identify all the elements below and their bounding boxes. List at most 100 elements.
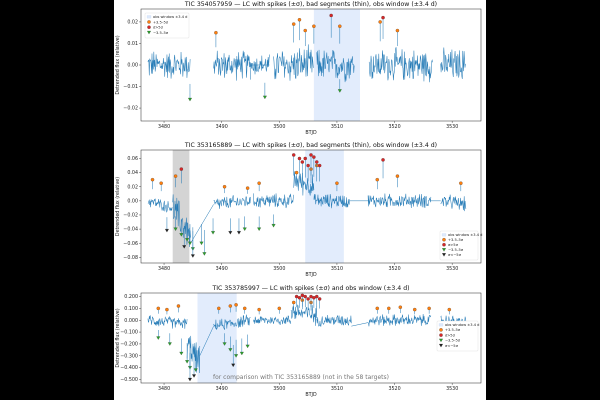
data-point [214,30,218,35]
data-point [303,156,307,161]
data-point [236,231,241,235]
data-point [257,227,262,231]
data-point [381,158,385,162]
legend-marker [147,20,151,24]
data-point [234,303,238,307]
data-point [300,160,305,164]
legend-label: σ>5σ [445,333,456,337]
x-tick-label: 3480 [158,266,170,272]
data-point [179,167,184,171]
y-tick-label: 0.100 [124,306,138,312]
data-point [228,231,233,235]
lc-segment [147,198,173,213]
lc-segment [213,314,251,330]
legend-label: obs window ±3.4 d [445,323,479,327]
data-point [312,296,316,300]
chart-title: TIC 354057959 — LC with spikes (±σ), bad… [184,1,437,8]
chart-svg: TIC 354057959 — LC with spikes (±σ), bad… [115,1,482,398]
legend: obs window ±3.4 d+3.5–5σ σ>5σ−3.5–5σ [144,12,190,39]
y-tick-label: −0.100 [120,330,138,336]
chart-panel-2: TIC 353165889 — LC with spikes (±σ), bad… [115,142,482,278]
data-point [271,224,276,228]
plot-frame [140,149,482,264]
y-axis-label: Detrended flux (relative) [115,308,121,367]
x-tick-label: 3490 [216,386,228,392]
data-point [185,360,190,364]
y-tick-label: −0.02 [123,213,138,219]
data-point [173,174,178,178]
data-point [185,238,190,242]
lc-segment [368,47,433,83]
lc-segment [316,49,355,83]
data-point [294,294,299,299]
data-point [315,294,319,299]
y-tick-label: −0.300 [120,353,138,359]
plot-frame [140,292,482,384]
data-point [245,344,250,349]
data-point [262,95,267,100]
data-point [297,156,302,161]
data-point [375,306,379,311]
x-axis-label: BTJD [305,272,317,278]
data-point [312,155,316,159]
data-point [192,374,196,378]
data-point [309,153,313,157]
lc-segment [290,304,318,326]
x-tick-label: 3520 [388,386,400,392]
data-point [217,306,221,311]
data-point [188,97,192,102]
legend-box [436,320,479,352]
y-tick-label: −0.08 [123,255,138,261]
data-point [297,296,302,300]
y-tick-label: 0.01 [127,41,138,47]
data-point [297,18,302,22]
legend-label: +3.5–5σ [448,238,464,242]
bad-segment-band [172,150,190,263]
data-point [188,241,192,246]
legend-marker [442,253,446,257]
data-point [156,336,161,340]
data-point [173,227,178,231]
legend-swatch [441,233,447,237]
x-tick-label: 3510 [331,124,343,130]
lc-segment [186,335,201,374]
data-point [335,181,339,185]
data-point [312,24,316,28]
data-point [395,28,400,33]
x-tick-label: 3500 [273,124,285,130]
data-point [176,304,181,308]
chart-title: TIC 353165889 — LC with spikes (±σ), bad… [184,142,437,149]
y-tick-label: 0.04 [127,170,138,176]
series-3 [188,344,236,382]
y-axis-label: Detrended flux (relative) [115,35,121,94]
chart-panel-3: TIC 353785997 — LC with spikes (±σ) and … [115,285,482,398]
y-tick-label: 0.02 [127,184,138,190]
lc-segment [147,315,188,329]
data-point [294,170,299,175]
y-tick-label: −0.01 [123,84,138,90]
legend-marker [147,25,151,29]
data-point [193,368,198,372]
legend-label: σ<−5σ [445,344,459,348]
legend-label: σ>5σ [448,243,459,247]
data-point [387,306,391,311]
lc-segment [440,47,466,79]
data-point [459,181,463,185]
legend-marker [439,333,443,337]
data-point [303,294,307,299]
data-point [243,306,247,311]
x-axis-label: BTJD [305,392,317,398]
x-tick-label: 3500 [273,386,285,392]
legend-marker [439,328,443,332]
data-point [179,233,184,237]
data-point [300,293,305,298]
data-point [291,153,296,157]
legend-marker [442,242,446,247]
legend: obs window ±3.4 d+3.5–5σσ>5σ −3.5–5σσ<−5σ [436,320,479,352]
series-0 [156,298,452,315]
legend-label: −3.5–5σ [153,31,169,35]
data-point [337,89,342,93]
x-tick-label: 3480 [158,124,170,130]
y-tick-label: 0.00 [127,63,138,69]
data-point [242,227,247,231]
